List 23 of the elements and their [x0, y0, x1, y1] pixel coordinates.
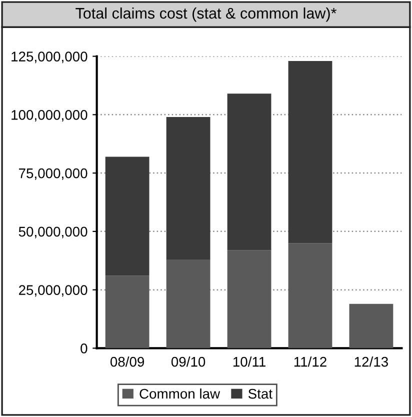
legend-label: Stat [248, 388, 272, 399]
bar [166, 259, 210, 348]
bar [105, 156, 150, 276]
x-tick-label: 10/11 [233, 356, 266, 367]
x-tick-label: 12/13 [354, 356, 388, 367]
x-tick-label: 11/12 [294, 356, 326, 367]
bar [349, 304, 394, 348]
bar [105, 276, 150, 348]
legend-label: Common law [140, 388, 220, 399]
y-tick-label: 100,000,000 [12, 110, 88, 122]
y-tick-label: 0 [80, 344, 88, 354]
y-tick-label: 50,000,000 [18, 226, 88, 238]
bar [166, 117, 210, 260]
bar [227, 250, 272, 348]
x-tick-label: 09/10 [171, 356, 206, 367]
bar [288, 60, 332, 244]
chart-title: Total claims cost (stat & common law)* [76, 7, 337, 22]
bar [227, 94, 272, 250]
x-tick-label: 08/09 [110, 356, 144, 367]
y-tick-label: 25,000,000 [18, 285, 88, 297]
y-tick-label: 75,000,000 [19, 168, 88, 180]
bar [288, 243, 332, 348]
y-tick-label: 125,000,000 [12, 52, 88, 64]
